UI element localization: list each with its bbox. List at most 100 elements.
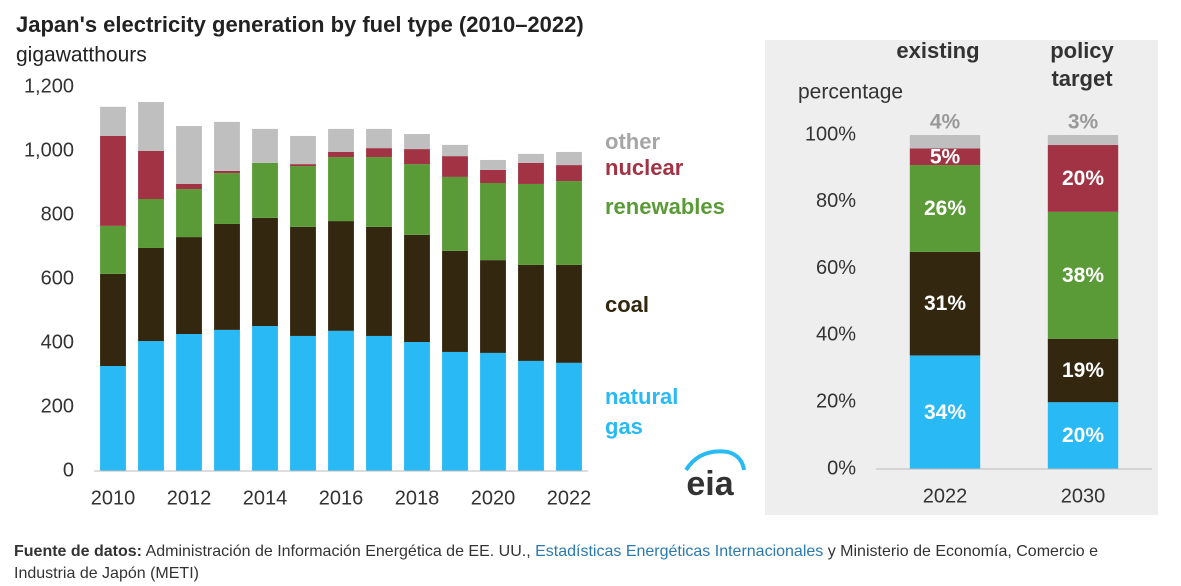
data-label: 5% [930, 145, 961, 168]
bar-segment [1047, 135, 1119, 146]
bar-segment [518, 162, 544, 184]
bar-segment [442, 351, 468, 471]
bar-segment [328, 151, 354, 158]
bar-segment [252, 162, 278, 218]
bar-segment [518, 360, 544, 471]
bar-segment [480, 260, 506, 353]
source-text: y Ministerio de Economía, Comercio e Ind… [14, 543, 1099, 582]
bar-segment [290, 166, 316, 227]
data-label: 20% [1062, 167, 1104, 190]
logo-arc [684, 449, 746, 472]
bar-segment [909, 135, 981, 149]
y-tick-label: 1,200 [24, 75, 74, 97]
bar-segment [290, 135, 316, 165]
y-tick-label: 800 [41, 203, 74, 225]
x-tick-label: 2022 [547, 487, 592, 509]
y-tick-label: 0% [827, 457, 856, 479]
chart-title: Japan's electricity generation by fuel t… [16, 12, 584, 37]
bar-segment [290, 335, 316, 471]
source-link[interactable]: Estadísticas Energéticas Internacionales [535, 543, 824, 560]
bar-segment [100, 225, 126, 274]
x-tick-label: 2010 [91, 487, 136, 509]
x-tick-label: 2022 [923, 485, 968, 507]
y-tick-label: 600 [41, 267, 74, 289]
bar-segment [290, 226, 316, 336]
bar-segment [176, 126, 202, 184]
bar-segment [480, 352, 506, 471]
bar-segment [556, 165, 582, 182]
bar-segment [1047, 145, 1119, 212]
x-tick-label: 2016 [319, 487, 364, 509]
column-header-text: policy target [1050, 38, 1114, 91]
series-label: other [605, 129, 660, 154]
bar-segment [442, 250, 468, 352]
bar-segment [480, 183, 506, 261]
column-header: policy target [1017, 37, 1147, 93]
x-tick-label: 2018 [395, 487, 440, 509]
bar-segment [328, 128, 354, 152]
y-tick-label: 0 [63, 459, 74, 481]
bar-segment [100, 135, 126, 226]
bar-segment [214, 170, 240, 174]
source-label: Fuente de datos: [14, 543, 143, 560]
y-tick-label: 60% [816, 257, 856, 279]
bar-segment [404, 149, 430, 165]
bar-segment [366, 226, 392, 336]
bar-segment [252, 326, 278, 471]
data-label: 4% [930, 111, 961, 134]
data-label: 19% [1062, 359, 1104, 382]
bar-segment [138, 102, 164, 151]
bar-segment [138, 341, 164, 471]
bar-segment [909, 148, 981, 166]
bar-segment [518, 183, 544, 265]
y-axis-label: gigawatthours [16, 44, 147, 67]
bar-segment [366, 148, 392, 158]
bar-segment [366, 128, 392, 149]
x-tick-label: 2030 [1061, 485, 1106, 507]
bar-segment [252, 217, 278, 327]
series-label: nuclear [605, 155, 684, 180]
bar-segment [328, 330, 354, 471]
bar-segment [214, 329, 240, 471]
x-tick-label: 2014 [243, 487, 288, 509]
y-tick-label: 200 [41, 395, 74, 417]
bar-segment [252, 128, 278, 163]
y-tick-label: 40% [816, 324, 856, 346]
bar-segment [1047, 402, 1119, 469]
bar-segment [480, 159, 506, 170]
bar-segment [556, 362, 582, 471]
data-label: 20% [1062, 424, 1104, 447]
logo: eia [686, 465, 734, 503]
bar-segment [138, 247, 164, 342]
data-label: 3% [1068, 111, 1099, 134]
bar-segment [176, 237, 202, 335]
y-tick-label: 100% [805, 123, 856, 145]
bar-segment [214, 223, 240, 330]
bar-segment [290, 164, 316, 167]
bar-segment [480, 169, 506, 183]
bar-segment [556, 151, 582, 166]
series-label: natural gas [605, 384, 679, 439]
bar-segment [214, 173, 240, 224]
source-text: Administración de Información Energética… [145, 543, 531, 560]
series-label: coal [605, 292, 650, 317]
bar-segment [176, 334, 202, 471]
bar-segment [442, 156, 468, 177]
bar-segment [1047, 338, 1119, 403]
bar-segment [366, 157, 392, 227]
bar-segment [328, 157, 354, 222]
data-label: 38% [1062, 264, 1104, 287]
bar-segment [138, 151, 164, 199]
data-label: 26% [924, 197, 966, 220]
y-axis-label: percentage [798, 81, 903, 104]
series-label: renewables [605, 194, 725, 219]
bar-segment [1047, 211, 1119, 339]
bar-segment [100, 273, 126, 367]
data-label: 31% [924, 292, 966, 315]
bar-segment [138, 199, 164, 248]
bar-segment [404, 234, 430, 343]
bar-segment [214, 121, 240, 171]
y-tick-label: 1,000 [24, 139, 74, 161]
y-tick-label: 400 [41, 331, 74, 353]
